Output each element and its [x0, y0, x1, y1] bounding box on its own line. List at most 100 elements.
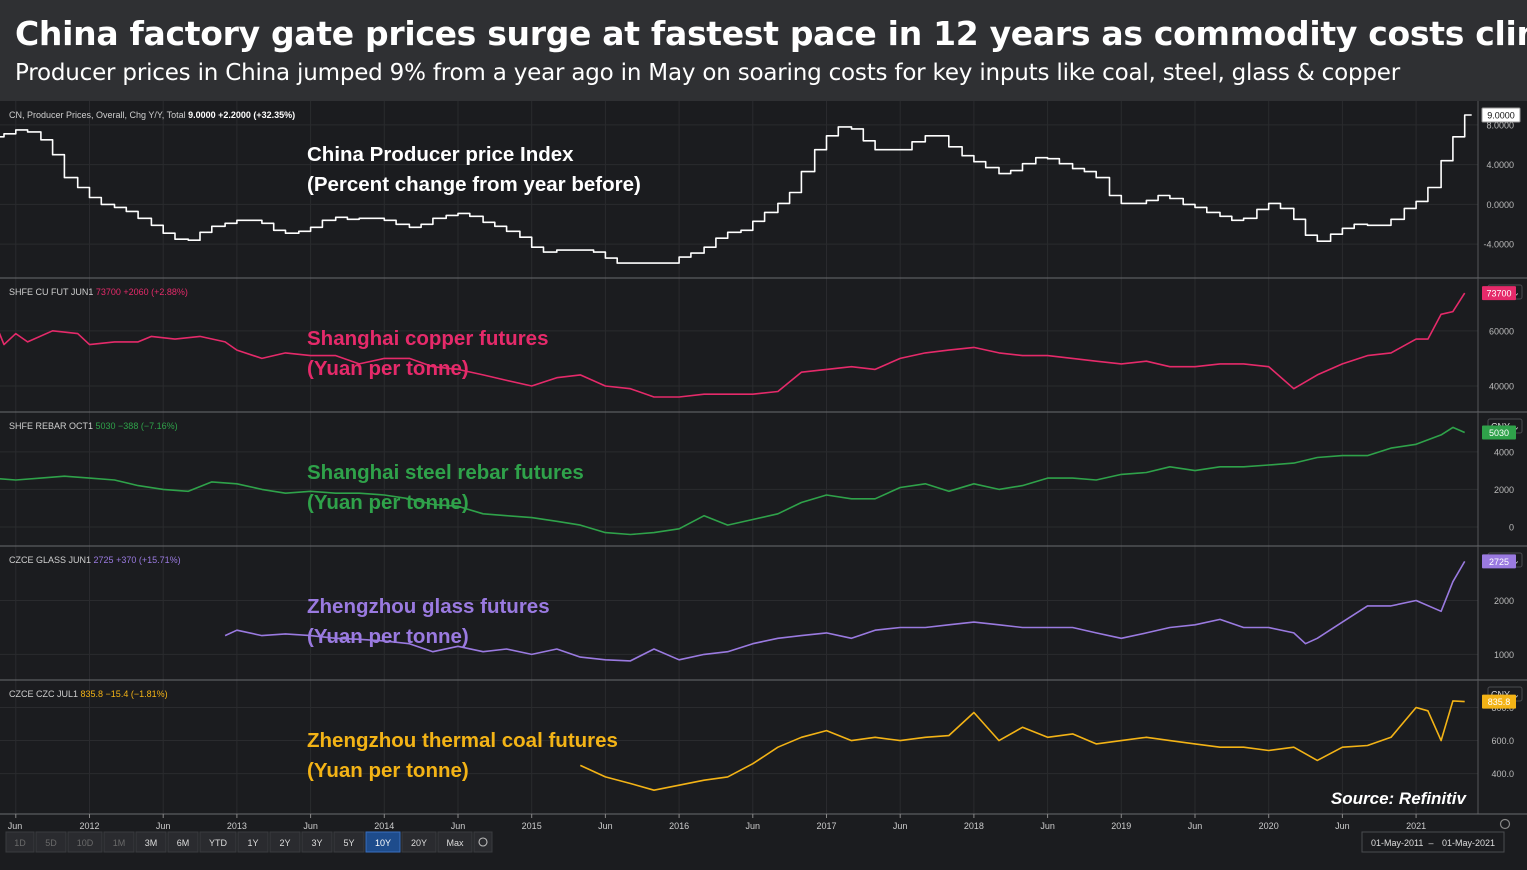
time-range-6m-button[interactable]: [167, 831, 199, 853]
panel-2-bg: [0, 412, 1527, 546]
panel-annotation-units: (Percent change from year before): [307, 173, 641, 196]
x-tick-label: 2013: [227, 821, 247, 831]
panel-annotation-units: (Yuan per tonne): [307, 625, 469, 648]
x-tick-label: Jun: [1188, 821, 1203, 831]
x-tick-label: Jun: [598, 821, 613, 831]
time-range-3m-button[interactable]: [135, 831, 167, 853]
x-tick-label: Jun: [451, 821, 466, 831]
y-tick-label: 4000: [1494, 447, 1514, 457]
time-range-label[interactable]: 1M: [113, 838, 126, 848]
time-range-label[interactable]: 1D: [14, 838, 26, 848]
x-tick-label: 2020: [1259, 821, 1279, 831]
value-label-box: [1482, 694, 1516, 709]
ticker-name: CZCE CZC JUL1: [9, 689, 81, 699]
y-tick-label: 2000: [1494, 596, 1514, 606]
time-range-label[interactable]: YTD: [209, 838, 228, 848]
time-range-label[interactable]: 2Y: [279, 838, 290, 848]
time-range-20y-button[interactable]: [401, 831, 437, 853]
y-tick-label: 2000: [1494, 485, 1514, 495]
currency-label[interactable]: CNY ⌄: [1491, 690, 1520, 700]
value-label: 5030: [1489, 428, 1509, 438]
time-range-1y-button[interactable]: [237, 831, 269, 853]
panel-annotation-title: Shanghai steel rebar futures: [307, 461, 584, 484]
time-range-3y-button[interactable]: [301, 831, 333, 853]
ticker-last: 2725: [94, 555, 117, 565]
ticker-last: 73700: [96, 287, 124, 297]
panel-annotation-title: Zhengzhou thermal coal futures: [307, 729, 618, 752]
ticker-change: +370 (+15.71%): [116, 555, 181, 565]
y-tick-label: 8.0000: [1486, 120, 1514, 130]
time-range-2y-button[interactable]: [269, 831, 301, 853]
source-label: Source: Refinitiv: [1331, 789, 1468, 808]
time-range-label[interactable]: 10D: [77, 838, 94, 848]
ticker-name: SHFE REBAR OCT1: [9, 421, 96, 431]
ticker-change: −388 (−7.16%): [118, 421, 178, 431]
x-tick-label: 2018: [964, 821, 984, 831]
time-range-label[interactable]: 6M: [177, 838, 190, 848]
panel-1-bg: [0, 278, 1527, 412]
header: China factory gate prices surge at faste…: [0, 0, 1527, 101]
panel-annotation-title: Zhengzhou glass futures: [307, 595, 550, 618]
date-range-box[interactable]: [1361, 831, 1505, 853]
value-label: 2725: [1489, 557, 1509, 567]
time-range-label[interactable]: Max: [446, 838, 464, 848]
ticker-last: 9.0000: [188, 110, 218, 120]
value-label: 9.0000: [1487, 110, 1515, 120]
date-range-start[interactable]: 01-May-2011: [1371, 838, 1423, 848]
value-label-box: [1481, 107, 1521, 123]
series-line-ppi: [0, 114, 1472, 264]
ticker-last: 835.8: [81, 689, 106, 699]
ticker-header: SHFE REBAR OCT1 5030 −388 (−7.16%): [9, 421, 178, 431]
panel-4-bg: [0, 680, 1527, 814]
time-range-label[interactable]: 5D: [45, 838, 57, 848]
time-settings-button[interactable]: [473, 831, 493, 853]
ticker-header: SHFE CU FUT JUN1 73700 +2060 (+2.88%): [9, 287, 188, 297]
time-range-10y-button[interactable]: [365, 831, 401, 853]
time-range-5d-button[interactable]: [35, 831, 67, 853]
y-tick-label: -4.0000: [1483, 240, 1514, 250]
time-range-1m-button[interactable]: [103, 831, 135, 853]
time-range-label[interactable]: 1Y: [247, 838, 258, 848]
y-tick-label: 600.0: [1491, 736, 1514, 746]
chart-title: China factory gate prices surge at faste…: [15, 14, 1527, 53]
value-label-box: [1482, 554, 1516, 569]
date-range-separator: –: [1428, 838, 1433, 848]
y-tick-label: 0: [1509, 522, 1514, 532]
panel-0-bg: [0, 101, 1527, 278]
series-line-glass: [224, 560, 1466, 662]
x-tick-label: 2016: [669, 821, 689, 831]
x-tick-label: Jun: [156, 821, 171, 831]
y-tick-label: 60000: [1489, 326, 1514, 336]
time-range-10d-button[interactable]: [67, 831, 103, 853]
time-range-5y-button[interactable]: [333, 831, 365, 853]
x-tick-label: Jun: [8, 821, 23, 831]
time-range-label[interactable]: 3Y: [311, 838, 322, 848]
settings-icon[interactable]: [1499, 818, 1511, 830]
panel-annotation-units: (Yuan per tonne): [307, 759, 469, 782]
date-range-end[interactable]: 01-May-2021: [1442, 838, 1495, 848]
panel-3-bg: [0, 546, 1527, 680]
time-range-label[interactable]: 5Y: [343, 838, 354, 848]
gear-icon[interactable]: [478, 837, 488, 847]
time-range-ytd-button[interactable]: [199, 831, 237, 853]
x-tick-label: Jun: [893, 821, 908, 831]
chart-subtitle: Producer prices in China jumped 9% from …: [15, 60, 1400, 86]
x-tick-label: 2017: [816, 821, 836, 831]
time-range-1d-button[interactable]: [5, 831, 35, 853]
time-range-label[interactable]: 20Y: [411, 838, 427, 848]
charts-svg[interactable]: 8.0000 4.0000 0.0000 -4.0000 CN, Producer Pr…: [0, 101, 1527, 865]
ticker-last: 5030: [96, 421, 119, 431]
time-range-label[interactable]: 10Y: [375, 838, 391, 848]
ticker-header: CZCE CZC JUL1 835.8 −15.4 (−1.81%): [9, 689, 168, 699]
ticker-change: +2060 (+2.88%): [123, 287, 188, 297]
value-label-box: [1482, 286, 1516, 301]
x-tick-label: 2019: [1111, 821, 1131, 831]
value-label: 73700: [1486, 289, 1511, 299]
chart-area: 8.0000 4.0000 0.0000 -4.0000 CN, Producer Pr…: [0, 101, 1527, 865]
x-tick-label: Jun: [1040, 821, 1055, 831]
series-line-copper: [0, 292, 1466, 398]
time-range-max-button[interactable]: [437, 831, 473, 853]
x-tick-label: Jun: [1335, 821, 1350, 831]
x-tick-label: 2015: [522, 821, 542, 831]
time-range-label[interactable]: 3M: [145, 838, 158, 848]
